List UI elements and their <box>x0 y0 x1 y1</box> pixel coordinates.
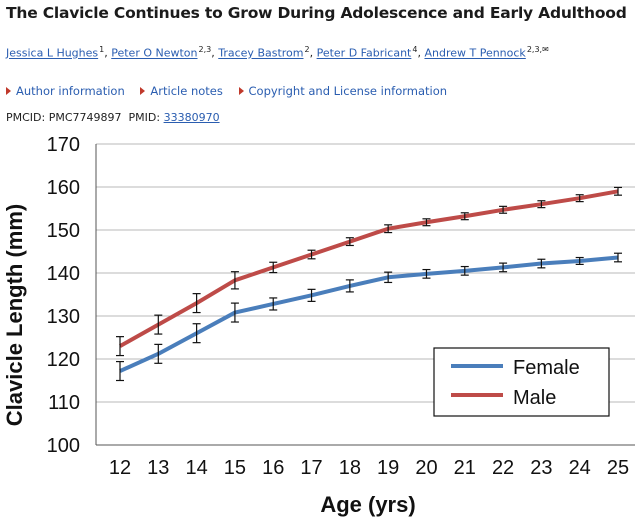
error-bar-female <box>307 288 316 302</box>
pmid-link[interactable]: 33380970 <box>163 111 220 124</box>
error-bar-female <box>384 271 393 284</box>
error-bar-male <box>230 271 239 290</box>
article-notes-link[interactable]: Article notes <box>140 84 223 98</box>
y-axis-label: Clavicle Length (mm) <box>2 204 27 426</box>
error-bar-male <box>307 249 316 260</box>
chart-legend: Female Male <box>433 347 610 417</box>
clavicle-length-chart: 170 160 150 140 130 120 110 100 12 13 14 15 16 17 18 19… <box>2 134 635 517</box>
legend-box <box>433 347 610 417</box>
expand-triangle-icon <box>6 87 11 95</box>
series-line-male <box>119 189 619 348</box>
x-tick-label: 19 <box>377 457 399 479</box>
article-info-links: Author information Article notes Copyrig… <box>6 84 459 98</box>
x-tick-label: 12 <box>109 457 131 479</box>
copyright-license-link[interactable]: Copyright and License information <box>238 84 447 98</box>
error-bar-male <box>537 200 546 209</box>
error-bar-female <box>499 262 508 273</box>
error-bar-male <box>345 237 354 247</box>
x-tick-label: 13 <box>147 457 169 479</box>
error-bar-male <box>154 314 163 335</box>
x-tick-label: 23 <box>530 457 552 479</box>
pmcid-label: PMCID: <box>6 111 46 124</box>
author-list: Jessica L Hughes1, Peter O Newton2,3, Tr… <box>6 45 549 60</box>
affiliation-marker[interactable]: 2,3 <box>198 45 212 54</box>
x-tick-label: 21 <box>454 457 476 479</box>
error-bar-female <box>116 360 124 382</box>
pmcid-value: PMC7749897 <box>48 111 122 124</box>
y-tick-label: 100 <box>47 435 80 457</box>
y-tick-label: 150 <box>47 220 80 242</box>
author-link[interactable]: Peter D Fabricant <box>316 46 412 60</box>
x-tick-label: 20 <box>415 457 437 479</box>
x-tick-label: 14 <box>185 457 207 479</box>
x-tick-label: 16 <box>262 457 284 479</box>
error-bar-male <box>422 218 431 227</box>
error-bar-male <box>499 205 508 214</box>
x-axis-label: Age (yrs) <box>320 492 415 517</box>
author-link[interactable]: Tracey Bastrom <box>218 46 304 60</box>
x-tick-label: 25 <box>607 457 629 479</box>
error-bar-female <box>537 258 546 269</box>
legend-female-label: Female <box>513 357 580 379</box>
error-bar-female <box>460 265 469 276</box>
error-bar-male <box>614 186 622 196</box>
error-bar-female <box>422 268 431 279</box>
error-bar-male <box>192 293 201 314</box>
article-title: The Clavicle Continues to Grow During Ad… <box>6 4 627 22</box>
x-tick-label: 24 <box>569 457 591 479</box>
error-bar-female <box>345 279 354 293</box>
expand-triangle-icon <box>140 87 146 95</box>
x-tick-label: 18 <box>339 457 361 479</box>
y-tick-label: 140 <box>47 263 80 285</box>
error-bar-female <box>154 343 163 364</box>
error-bar-female <box>614 252 622 263</box>
error-bar-female <box>192 323 201 344</box>
x-tick-label: 15 <box>224 457 246 479</box>
affiliation-marker[interactable]: 4 <box>412 45 418 54</box>
error-bar-male <box>116 336 124 357</box>
article-ids: PMCID: PMC7749897 PMID: 33380970 <box>6 111 220 124</box>
affiliation-marker[interactable]: 2 <box>304 45 310 54</box>
y-tick-label: 170 <box>47 134 80 156</box>
legend-male-label: Male <box>513 387 556 409</box>
error-bar-male <box>269 261 278 274</box>
x-tick-label: 17 <box>300 457 322 479</box>
x-tick-label: 22 <box>492 457 514 479</box>
error-bar-male <box>460 212 469 221</box>
y-tick-label: 160 <box>47 177 80 199</box>
error-bar-female <box>230 302 239 323</box>
author-information-link[interactable]: Author information <box>6 84 125 98</box>
affiliation-marker[interactable]: 2,3,✉ <box>526 45 549 54</box>
author-link[interactable]: Peter O Newton <box>111 46 198 60</box>
error-bar-male <box>384 224 393 234</box>
affiliation-marker[interactable]: 1 <box>99 45 105 54</box>
y-tick-label: 110 <box>48 392 80 414</box>
error-bar-female <box>269 297 278 311</box>
pmid-label: PMID: <box>128 111 161 124</box>
author-link[interactable]: Andrew T Pennock <box>424 46 526 60</box>
y-tick-label: 130 <box>47 306 80 328</box>
error-bar-female <box>575 256 584 265</box>
expand-triangle-icon <box>238 87 244 95</box>
author-link[interactable]: Jessica L Hughes <box>6 46 99 60</box>
y-tick-label: 120 <box>47 349 80 371</box>
error-bar-male <box>575 194 584 203</box>
series-line-female <box>119 255 619 373</box>
